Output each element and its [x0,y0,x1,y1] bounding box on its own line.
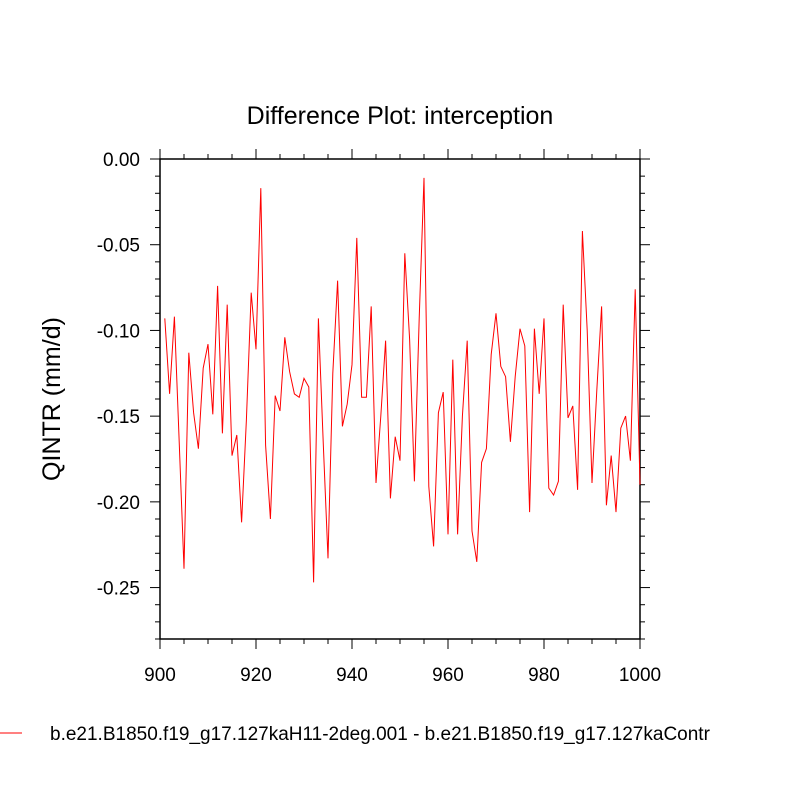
chart-title: Difference Plot: interception [247,102,554,130]
y-tick-label: 0.00 [103,150,140,171]
series-line [164,177,641,583]
y-tick-label: -0.15 [97,407,140,428]
tick-labels: 0.00 -0.05 -0.10 -0.15 -0.20 -0.25 900 920 940 96… [97,150,661,686]
y-axis-label: QINTR (mm/d) [38,317,66,481]
x-tick-label: 900 [144,665,176,686]
x-tick-label: 960 [432,665,464,686]
y-tick-label: -0.10 [97,321,140,342]
axis-ticks [150,149,650,649]
plot-frame [159,158,641,640]
x-tick-label: 1000 [619,665,661,686]
x-tick-label: 920 [240,665,272,686]
legend-label: b.e21.B1850.f19_g17.127kaH11-2deg.001 - … [50,724,711,745]
y-tick-label: -0.25 [97,579,140,600]
x-tick-label: 940 [336,665,368,686]
x-tick-label: 980 [528,665,560,686]
y-tick-label: -0.05 [97,236,140,257]
y-tick-label: -0.20 [97,493,140,514]
